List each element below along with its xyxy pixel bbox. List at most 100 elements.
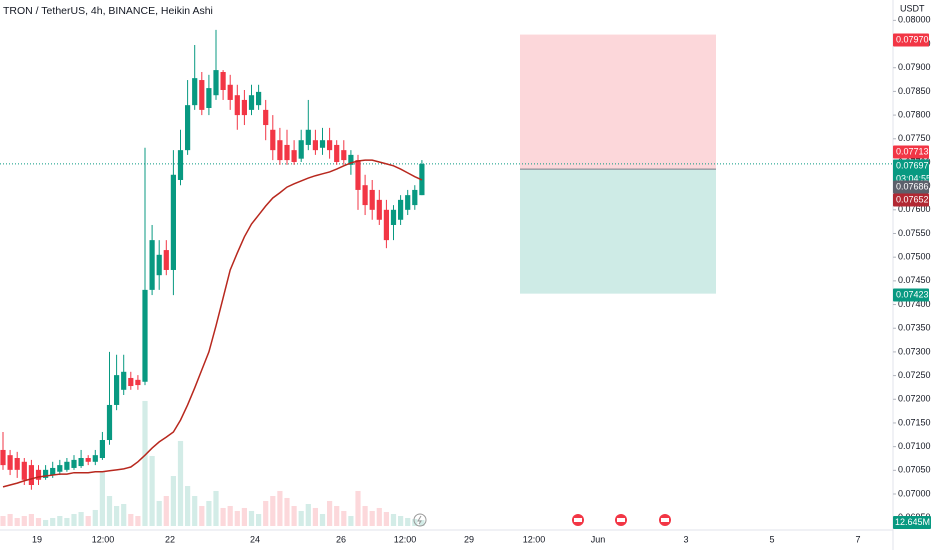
candle-body [248,95,255,110]
volume-bar [92,509,98,526]
candle-body [199,80,205,110]
candle-body [319,140,326,148]
candle-body [43,469,49,478]
candle-body [64,461,70,470]
candle-body [149,240,155,290]
y-tick-label: 0.07450 [898,275,931,285]
candle-body [241,99,247,116]
volume-bar [270,495,276,526]
volume-bar [192,495,198,526]
volume-bar [156,500,162,526]
volume-bar [135,515,141,526]
volume-bar [85,515,91,526]
volume-bar [327,500,333,526]
candle-body [170,174,176,270]
candle-body [0,449,6,466]
y-tick-label: 0.07850 [898,86,931,96]
volume-bar [369,510,375,526]
candle-body [362,185,368,206]
volume-bar [163,495,169,526]
candle-body [35,469,42,480]
volume-bar [234,510,240,526]
volume-tag-label: 12.645M [895,517,930,527]
price-tag [893,180,929,194]
price-tag-label: 0.07652 [896,194,929,204]
volume-bar [398,515,404,526]
candle-body [213,70,219,96]
volume-bar [390,514,397,526]
x-tick-label: 7 [855,534,860,544]
volume-bar [199,505,205,526]
x-tick-label: 3 [683,534,688,544]
x-tick-label: 12:00 [92,534,115,544]
stop-zone [520,34,716,170]
volume-bar [142,400,148,526]
candle-body [284,144,290,161]
price-tag [893,145,929,159]
x-tick-label: 22 [165,534,175,544]
candle-body [156,254,162,276]
volume-bar [121,504,127,526]
x-tick-label: Jun [591,534,606,544]
candle-body [177,150,184,180]
candle-body [334,144,340,162]
candle-body [185,105,191,151]
candle-body [355,160,361,190]
candle-body [412,189,418,206]
price-tag [893,288,929,302]
currency-label: USDT [900,3,925,13]
candle-body [7,455,13,470]
volume-bar [284,497,290,526]
volume-bar [71,514,77,526]
x-tick-label: 29 [464,534,474,544]
event-icons [413,513,671,527]
plot-area [0,29,893,526]
countdown: 03:04:55 [896,173,931,183]
y-tick-label: 0.07400 [898,299,931,309]
candle-body [92,455,98,462]
candle-body [78,458,84,467]
volume-bar [227,505,233,526]
volume-bar [419,520,425,526]
y-tick-label: 0.07150 [898,417,931,427]
y-tick-label: 0.07000 [898,488,931,498]
volume-bar [206,500,212,526]
y-tick-label: 0.07050 [898,465,931,475]
volume-bar [376,507,382,526]
volume-bar [220,507,226,526]
candle-body [142,289,148,382]
candle-body [270,129,276,151]
candle-body [376,199,382,220]
y-tick-label: 0.07300 [898,346,931,356]
y-tick-label: 0.07600 [898,204,931,214]
candle-body [14,458,20,470]
volume-bar [64,517,70,526]
volume-bar [177,440,184,526]
candle-body [227,84,233,100]
candle-body [128,377,134,387]
price-tag-label: 0.07686 [896,181,929,191]
y-tick-label: 0.07550 [898,228,931,238]
candle-body [99,440,105,459]
volume-bar [383,512,389,526]
volume-bar [291,505,297,526]
y-tick-label: 0.08000 [898,15,931,25]
candle-body [114,375,120,405]
candle-body [206,88,212,108]
candle-body [85,458,91,462]
candle-body [28,465,34,486]
moving-average [2,159,423,488]
candle-body [312,140,318,151]
candle-body [298,140,304,159]
candle-body [341,150,347,161]
x-tick-label: 24 [250,534,260,544]
volume-bar [106,495,113,526]
candle-body [106,404,113,441]
y-tick-label: 0.07900 [898,62,931,72]
volume-bar [277,490,283,526]
candle-body [305,129,311,145]
candle-body [383,209,389,241]
volume-bar [362,505,368,526]
candle-body [398,199,404,220]
